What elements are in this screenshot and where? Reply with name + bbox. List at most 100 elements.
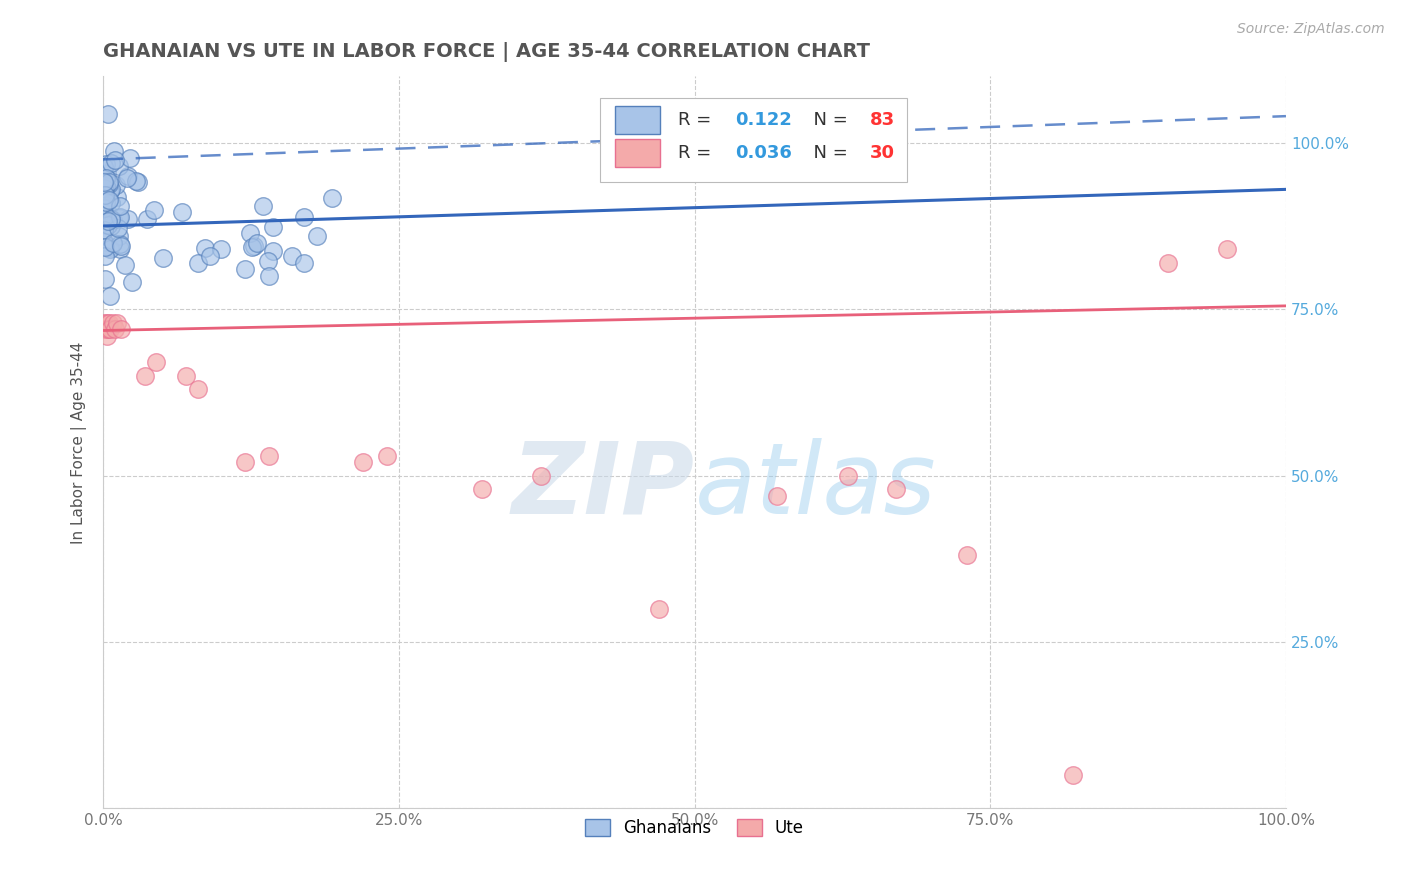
Point <box>281 249 304 263</box>
Point <box>103 144 125 158</box>
Point <box>101 316 124 330</box>
Point <box>98 175 121 189</box>
FancyBboxPatch shape <box>616 139 661 167</box>
Point <box>96 166 118 180</box>
FancyBboxPatch shape <box>616 106 661 134</box>
Point <box>100 182 122 196</box>
Text: 83: 83 <box>870 112 894 129</box>
Point <box>107 316 129 330</box>
Point <box>115 171 138 186</box>
Point <box>93 175 115 189</box>
Point <box>1157 255 1180 269</box>
Point <box>884 482 907 496</box>
Point <box>125 174 148 188</box>
Point <box>104 322 127 336</box>
Point <box>101 212 124 227</box>
Point <box>98 289 121 303</box>
Point <box>252 198 274 212</box>
Point <box>98 240 121 254</box>
Text: Source: ZipAtlas.com: Source: ZipAtlas.com <box>1237 22 1385 37</box>
Point <box>98 322 121 336</box>
Point <box>352 455 374 469</box>
Point <box>136 211 159 226</box>
Point <box>262 219 284 234</box>
Point <box>93 316 115 330</box>
Point <box>307 229 329 244</box>
Point <box>96 207 118 221</box>
Point <box>108 211 131 225</box>
Text: atlas: atlas <box>695 438 936 535</box>
Point <box>292 255 315 269</box>
Point <box>174 368 197 383</box>
Point <box>100 212 122 227</box>
Point <box>108 242 131 256</box>
Point <box>97 106 120 120</box>
Point <box>93 235 115 249</box>
Point <box>292 210 315 224</box>
Point <box>105 190 128 204</box>
Point <box>93 215 115 229</box>
Text: ZIP: ZIP <box>512 438 695 535</box>
Point <box>98 316 121 330</box>
Point <box>110 238 132 252</box>
Text: 0.036: 0.036 <box>735 145 792 162</box>
Point <box>94 157 117 171</box>
Point <box>530 468 553 483</box>
Point <box>233 455 256 469</box>
Text: 0.122: 0.122 <box>735 112 792 129</box>
Point <box>262 244 284 259</box>
Point <box>98 242 121 256</box>
Point <box>117 211 139 226</box>
Point <box>471 482 494 496</box>
Point <box>239 226 262 240</box>
Point <box>955 549 977 563</box>
Point <box>93 184 115 198</box>
Text: 30: 30 <box>870 145 894 162</box>
Text: N =: N = <box>803 112 853 129</box>
Y-axis label: In Labor Force | Age 35-44: In Labor Force | Age 35-44 <box>72 341 87 543</box>
Point <box>243 239 266 253</box>
Point <box>107 221 129 235</box>
Point <box>93 201 115 215</box>
Text: R =: R = <box>678 112 717 129</box>
Point <box>321 190 343 204</box>
Point <box>108 236 131 251</box>
Point <box>257 254 280 268</box>
Point <box>257 449 280 463</box>
Point <box>240 240 263 254</box>
Point <box>93 272 115 286</box>
Point <box>143 202 166 217</box>
Point <box>94 178 117 193</box>
Point <box>93 222 115 236</box>
Point <box>94 181 117 195</box>
Point <box>97 206 120 220</box>
Point <box>110 199 132 213</box>
Point <box>187 382 209 396</box>
Point <box>187 255 209 269</box>
Point <box>93 222 115 236</box>
Point <box>114 258 136 272</box>
Point <box>93 180 115 194</box>
Point <box>93 322 115 336</box>
Point <box>233 262 256 277</box>
Point <box>94 194 117 209</box>
Point <box>117 169 139 183</box>
Point <box>100 196 122 211</box>
Point <box>145 355 167 369</box>
Point <box>94 188 117 202</box>
FancyBboxPatch shape <box>600 98 907 182</box>
Point <box>172 205 194 219</box>
Point <box>93 160 115 174</box>
Point <box>1216 242 1239 256</box>
Text: GHANAIAN VS UTE IN LABOR FORCE | AGE 35-44 CORRELATION CHART: GHANAIAN VS UTE IN LABOR FORCE | AGE 35-… <box>103 42 870 62</box>
Point <box>97 214 120 228</box>
Point <box>101 235 124 250</box>
Point <box>94 240 117 254</box>
Point <box>194 241 217 255</box>
Point <box>104 153 127 167</box>
Point <box>93 206 115 220</box>
Point <box>211 242 233 256</box>
Point <box>1062 768 1084 782</box>
Point <box>100 219 122 233</box>
Point <box>127 175 149 189</box>
